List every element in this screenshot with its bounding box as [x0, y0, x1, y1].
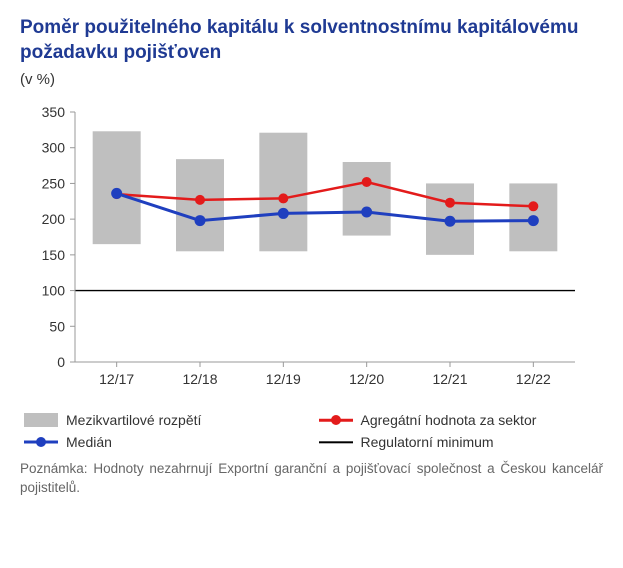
svg-text:250: 250: [42, 176, 66, 192]
chart-area: 0 50 100 150 200 250 300 350 12/17 12/18 12/19 12/2…: [20, 102, 580, 402]
legend-swatch-regmin: [319, 435, 353, 449]
legend-swatch-aggregate: [319, 413, 353, 427]
svg-text:12/17: 12/17: [99, 371, 134, 387]
chart-title: Poměr použitelného kapitálu k solventnos…: [20, 16, 603, 65]
legend: Mezikvartilové rozpětí Agregátní hodnota…: [24, 412, 603, 450]
svg-text:50: 50: [49, 319, 65, 335]
legend-item-median: Medián: [24, 434, 309, 450]
svg-text:12/22: 12/22: [516, 371, 551, 387]
svg-text:12/19: 12/19: [266, 371, 301, 387]
legend-swatch-iqr: [24, 413, 58, 427]
chart-svg: 0 50 100 150 200 250 300 350 12/17 12/18 12/19 12/2…: [20, 102, 580, 402]
svg-text:12/20: 12/20: [349, 371, 384, 387]
svg-text:150: 150: [42, 247, 66, 263]
svg-text:0: 0: [57, 354, 65, 370]
svg-text:200: 200: [42, 212, 66, 228]
svg-text:100: 100: [42, 283, 66, 299]
svg-text:350: 350: [42, 104, 66, 120]
svg-text:12/21: 12/21: [432, 371, 467, 387]
legend-item-aggregate: Agregátní hodnota za sektor: [319, 412, 604, 428]
legend-label-aggregate: Agregátní hodnota za sektor: [361, 412, 537, 428]
svg-text:12/18: 12/18: [182, 371, 217, 387]
legend-item-regmin: Regulatorní minimum: [319, 434, 604, 450]
legend-label-regmin: Regulatorní minimum: [361, 434, 494, 450]
chart-note: Poznámka: Hodnoty nezahrnují Exportní ga…: [20, 460, 603, 496]
legend-item-iqr: Mezikvartilové rozpětí: [24, 412, 309, 428]
svg-text:300: 300: [42, 140, 66, 156]
chart-subtitle: (v %): [20, 71, 603, 88]
legend-label-iqr: Mezikvartilové rozpětí: [66, 412, 201, 428]
legend-swatch-median: [24, 435, 58, 449]
legend-label-median: Medián: [66, 434, 112, 450]
